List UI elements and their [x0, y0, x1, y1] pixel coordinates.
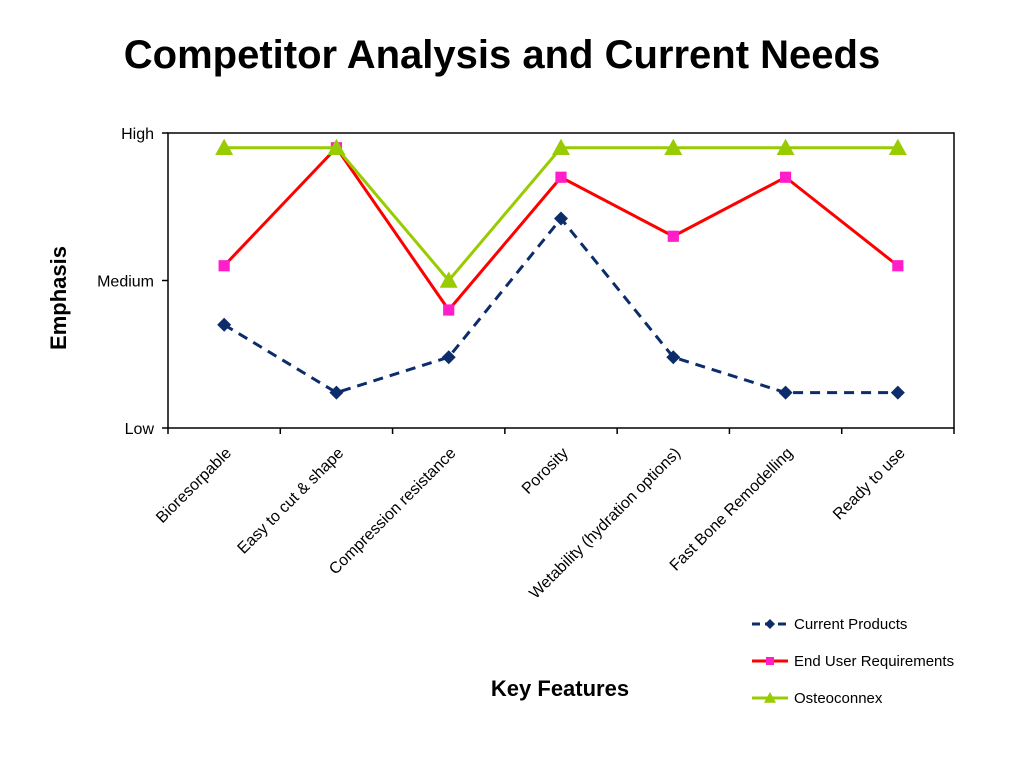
data-point-square	[218, 260, 230, 272]
x-axis-title: Key Features	[491, 676, 629, 701]
x-tick-label: Fast Bone Remodelling	[667, 445, 797, 575]
data-point-triangle	[776, 138, 795, 155]
legend-label: End User Requirements	[794, 653, 954, 670]
data-point-diamond	[890, 385, 905, 400]
legend-label: Current Products	[794, 616, 907, 633]
data-point-diamond	[765, 619, 775, 629]
data-point-square	[779, 171, 792, 183]
data-point-diamond	[778, 385, 793, 400]
data-point-diamond	[329, 385, 344, 400]
data-point-triangle	[215, 138, 234, 155]
series-0	[217, 211, 905, 400]
x-tick-label: Easy to cut & shape	[235, 445, 348, 558]
data-point-triangle	[439, 271, 458, 288]
data-point-triangle	[552, 138, 570, 155]
y-tick-label: Medium	[97, 274, 154, 291]
x-tick-label: Compression resistance	[326, 445, 459, 578]
y-tick-label: Low	[125, 421, 155, 438]
data-point-square	[667, 230, 679, 242]
slide-title: Competitor Analysis and Current Needs	[123, 33, 881, 77]
data-point-triangle	[327, 138, 346, 155]
series-2	[215, 138, 907, 288]
legend-label: Osteoconnex	[794, 690, 883, 707]
y-tick-label: High	[121, 126, 154, 143]
data-point-diamond	[554, 211, 568, 226]
data-point-diamond	[441, 350, 456, 365]
data-point-triangle	[764, 692, 776, 703]
x-tick-label: Ready to use	[830, 445, 909, 524]
data-point-square	[443, 304, 455, 316]
data-point-square	[766, 657, 774, 665]
data-point-triangle	[888, 138, 907, 155]
data-point-square	[555, 171, 567, 183]
data-point-square	[892, 260, 904, 272]
data-point-triangle	[664, 138, 683, 155]
data-point-diamond	[217, 317, 232, 332]
data-point-diamond	[666, 350, 681, 365]
legend: Current Products End User Requirements Ost…	[752, 616, 954, 707]
x-tick-label: Porosity	[519, 445, 572, 498]
x-tick-label: Bioresorpable	[153, 445, 235, 527]
y-axis-title: Emphasis	[46, 246, 71, 350]
